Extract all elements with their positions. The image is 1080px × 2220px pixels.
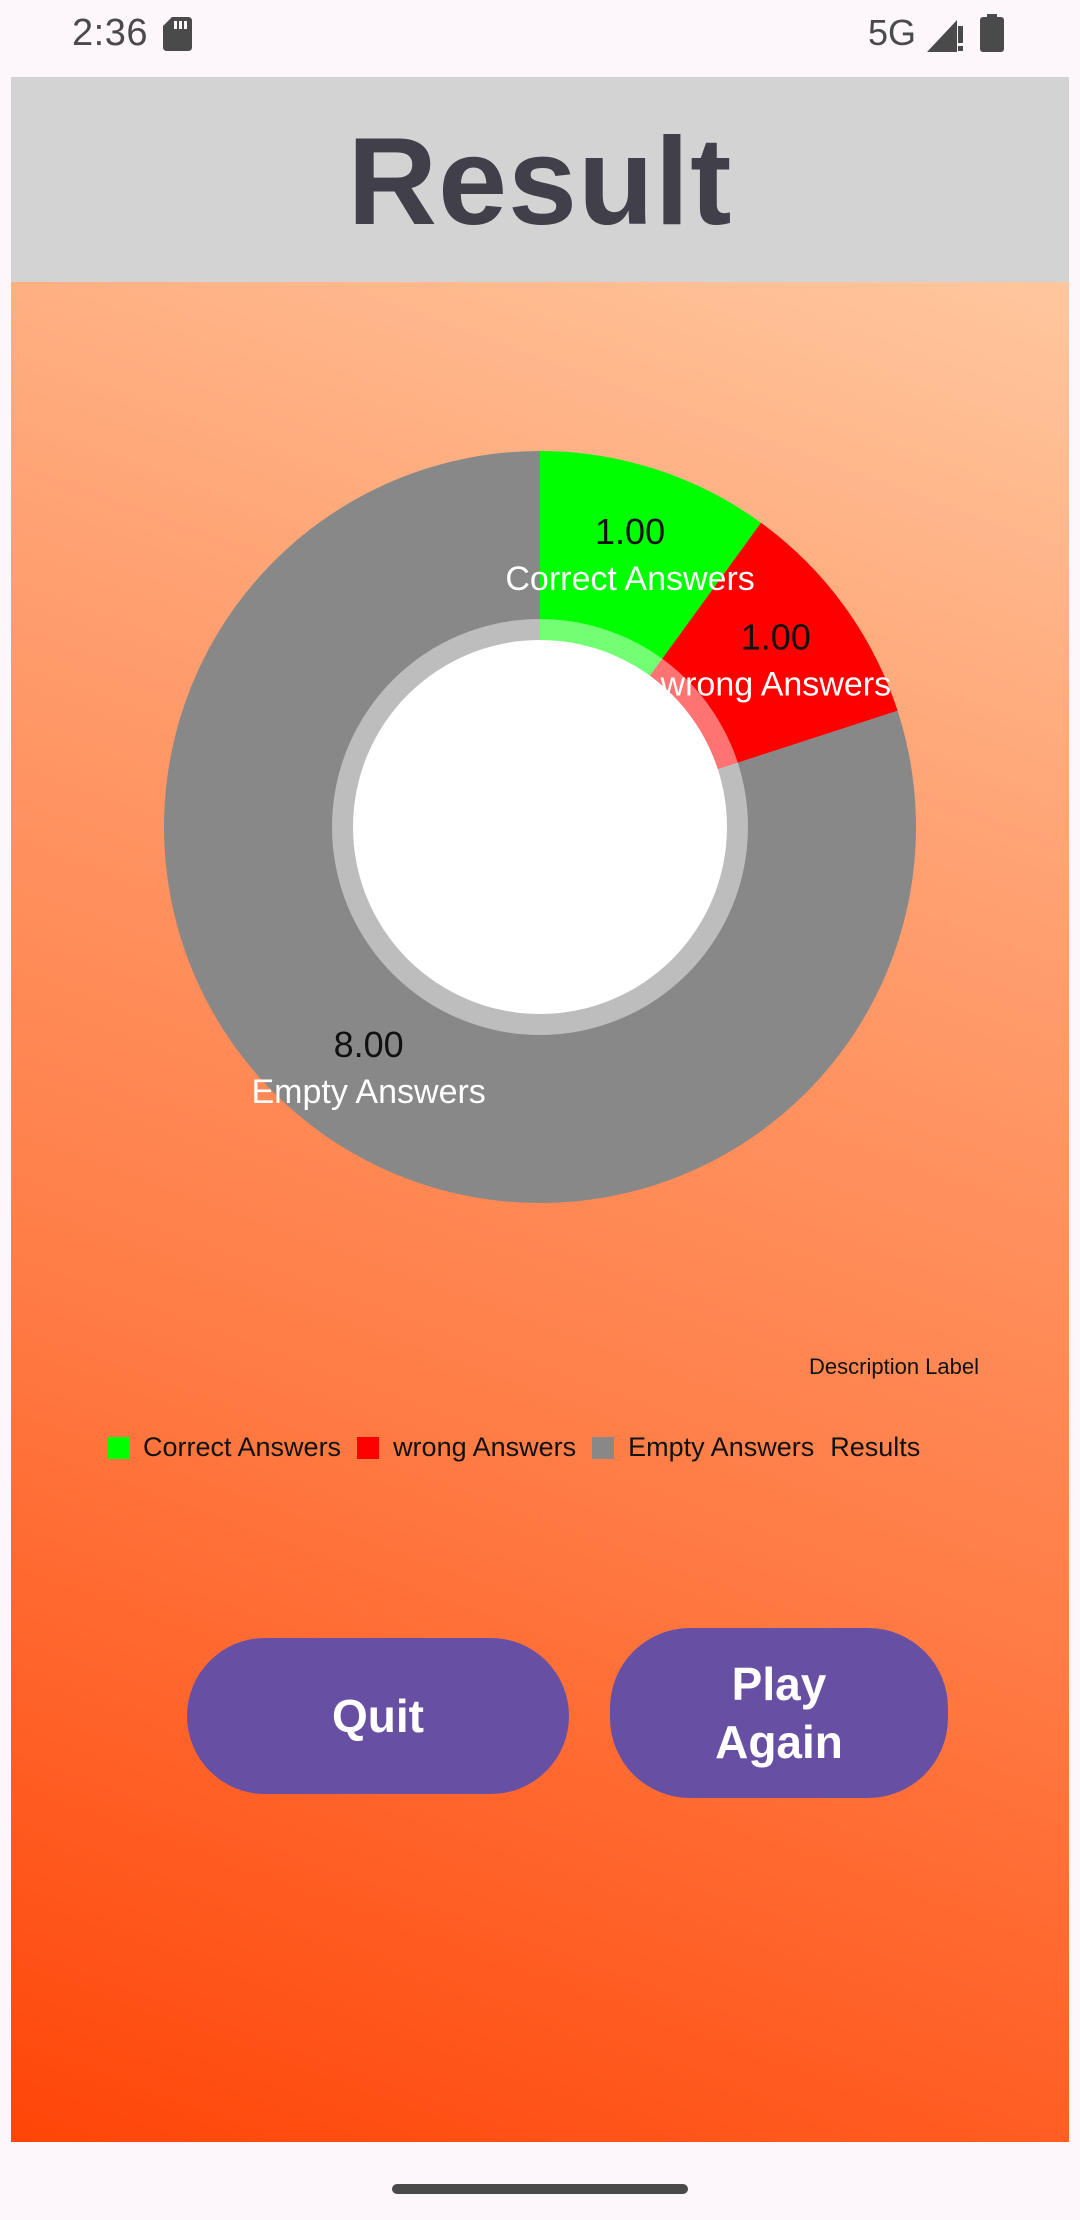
sd-card-icon <box>163 17 192 51</box>
slice-label-correct: Correct Answers <box>505 560 754 598</box>
network-label: 5G <box>868 12 917 53</box>
slice-value-wrong: 1.00 <box>741 617 811 658</box>
play-again-button-label: Play Again <box>715 1658 843 1768</box>
slice-value-empty: 8.00 <box>334 1024 404 1065</box>
legend-item-wrong: wrong Answers <box>357 1432 576 1463</box>
battery-icon <box>980 14 1004 52</box>
legend-item-empty: Empty Answers <box>592 1432 814 1463</box>
result-content: 1.00 Correct Answers 1.00 wrong Answers 8.00… <box>11 282 1069 2142</box>
legend-swatch-empty <box>592 1436 615 1459</box>
legend-label-correct: Correct Answers <box>143 1432 342 1462</box>
page-title: Result <box>347 112 733 251</box>
legend-label-empty: Empty Answers <box>628 1432 815 1462</box>
slice-label-empty: Empty Answers <box>252 1073 486 1111</box>
legend-swatch-wrong <box>357 1436 380 1459</box>
legend-label-wrong: wrong Answers <box>393 1432 577 1462</box>
app-frame: Result 1.00 Correct Answers 1.00 wrong Answ… <box>11 77 1069 2142</box>
legend-swatch-correct <box>107 1436 129 1459</box>
legend-title: Results <box>830 1432 921 1462</box>
chart-legend: Correct Answers wrong Answers Empty Answ… <box>107 1432 920 1463</box>
status-bar: 2:36 5G <box>0 0 1080 70</box>
quit-button-label: Quit <box>332 1690 424 1742</box>
pie-chart[interactable]: 1.00 Correct Answers 1.00 wrong Answers 8.00… <box>11 282 1069 1282</box>
home-gesture-handle[interactable] <box>392 2184 688 2194</box>
slice-label-wrong: wrong Answers <box>660 666 892 704</box>
donut-hole <box>353 640 727 1014</box>
legend-item-correct: Correct Answers <box>107 1432 341 1463</box>
navigation-bar <box>0 2148 1080 2220</box>
slice-value-correct: 1.00 <box>595 511 665 552</box>
play-again-button[interactable]: Play Again <box>610 1628 948 1798</box>
chart-description-label: Description Label <box>809 1354 979 1379</box>
title-bar: Result <box>11 77 1069 282</box>
quit-button[interactable]: Quit <box>187 1638 569 1794</box>
status-time: 2:36 <box>72 12 148 54</box>
signal-icon <box>927 20 963 52</box>
